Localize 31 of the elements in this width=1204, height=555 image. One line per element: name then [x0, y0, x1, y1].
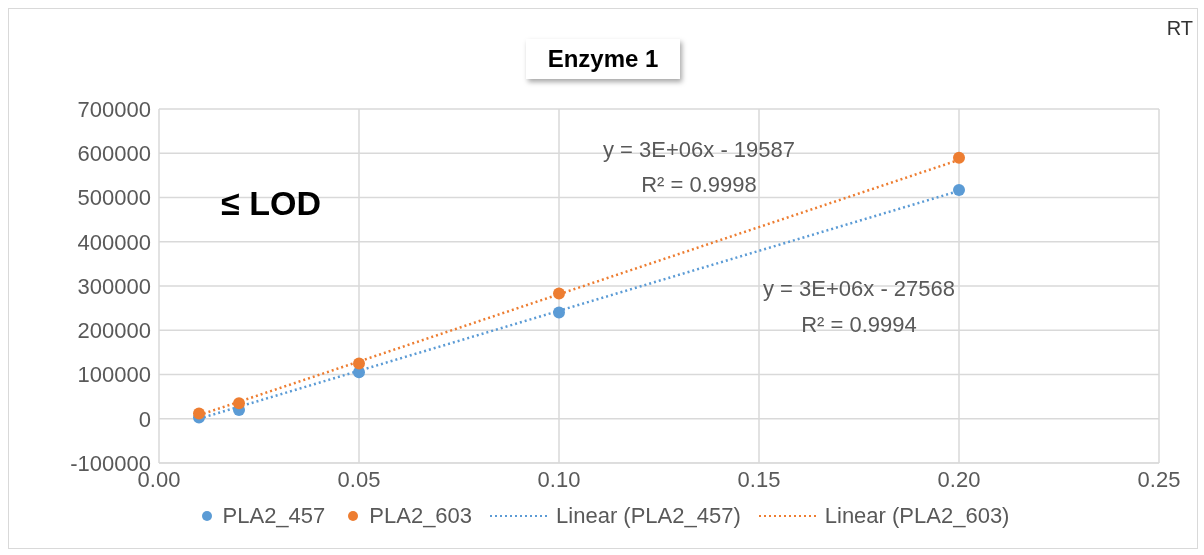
point	[193, 407, 205, 420]
y-tick-label: 600000	[77, 141, 151, 167]
annotation: R² = 0.9998	[641, 172, 757, 198]
text: RT	[1166, 17, 1193, 40]
point	[353, 357, 365, 370]
y-tick-label: 0	[138, 406, 151, 432]
annotation: R² = 0.9994	[801, 311, 917, 337]
legend-label: PLA2_457	[222, 503, 326, 529]
x-tick-label: 0.25	[1137, 466, 1181, 492]
x-tick-label: 0.10	[537, 466, 581, 492]
annotation: y = 3E+06x - 19587	[602, 136, 796, 162]
y-tick-label: 500000	[77, 185, 151, 211]
point	[233, 397, 245, 410]
y-tick-label: 200000	[77, 318, 151, 344]
x-tick-label: 0.05	[337, 466, 381, 492]
point	[953, 151, 965, 164]
point	[553, 306, 565, 319]
x-tick-label: 0.15	[737, 466, 781, 492]
legend-label: Linear (PLA2_457)	[556, 503, 741, 529]
legend-label: Linear (PLA2_603)	[824, 503, 1010, 529]
y-tick-label: 700000	[77, 96, 151, 122]
chart-title: Enzyme 1	[525, 39, 681, 79]
y-tick-label: 300000	[77, 273, 151, 299]
point	[953, 183, 965, 196]
point	[553, 287, 565, 300]
legend-label: PLA2_603	[369, 503, 473, 529]
x-tick-label: 0.20	[937, 466, 981, 492]
y-tick-label: 100000	[77, 362, 151, 388]
y-tick-label: 400000	[77, 229, 151, 255]
annotation: ≤ LOD	[221, 184, 321, 223]
annotation: y = 3E+06x - 27568	[762, 276, 956, 302]
